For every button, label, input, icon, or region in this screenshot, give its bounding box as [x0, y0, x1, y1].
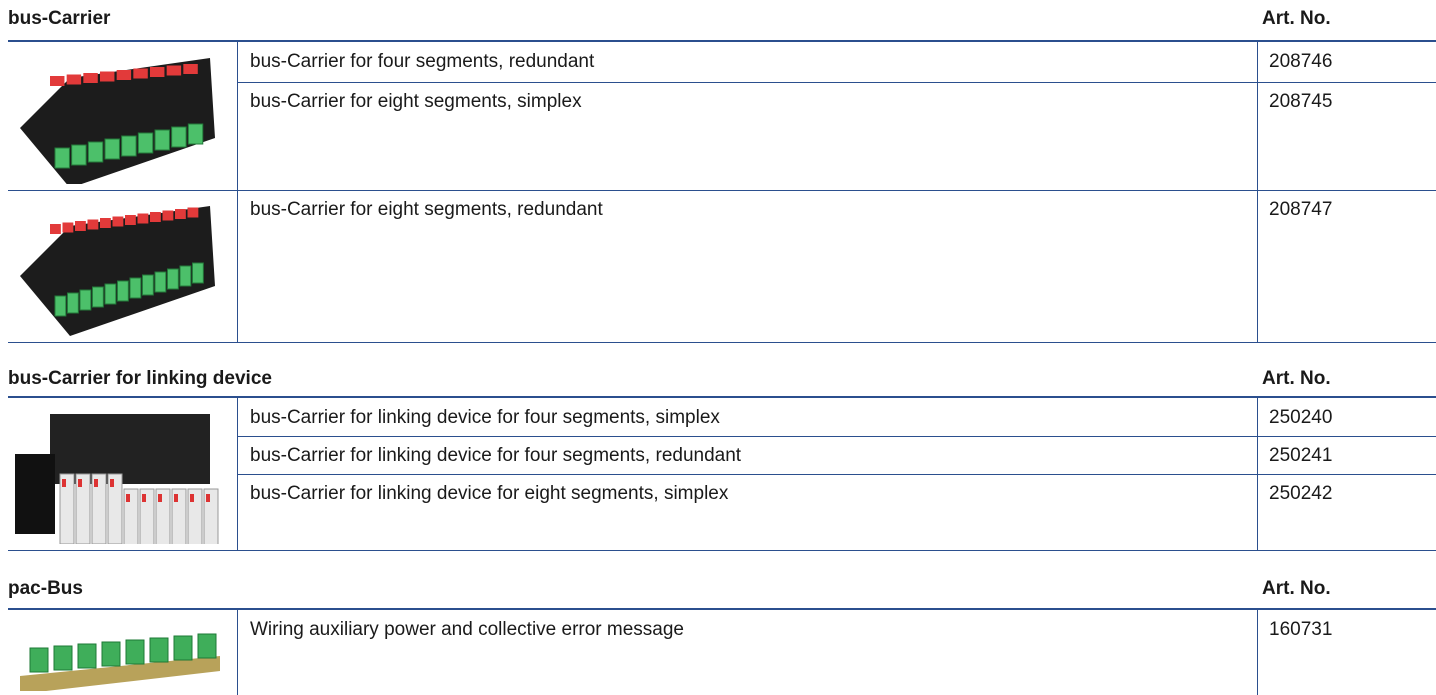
art-no-header: Art. No.	[1262, 368, 1331, 389]
product-image	[20, 206, 215, 336]
art-no-header: Art. No.	[1262, 8, 1331, 29]
description: bus-Carrier for linking device for four …	[250, 407, 720, 428]
row-divider	[237, 436, 1436, 437]
header-rule	[8, 40, 1436, 42]
section-title: pac-Bus	[8, 578, 83, 599]
col-divider	[1257, 610, 1258, 695]
art-no-header: Art. No.	[1262, 578, 1331, 599]
group-rule	[8, 190, 1436, 191]
group-rule	[8, 342, 1436, 343]
description: Wiring auxiliary power and collective er…	[250, 619, 685, 640]
col-divider	[237, 610, 238, 695]
row-divider	[237, 474, 1436, 475]
col-divider	[237, 398, 238, 550]
col-divider	[1257, 190, 1258, 342]
description: bus-Carrier for linking device for eight…	[250, 483, 729, 504]
group-rule	[8, 550, 1436, 551]
art-no: 160731	[1269, 619, 1333, 640]
header-rule	[8, 396, 1436, 398]
section-title: bus-Carrier	[8, 8, 111, 29]
description: bus-Carrier for linking device for four …	[250, 445, 742, 466]
product-image	[20, 633, 220, 691]
art-no: 208746	[1269, 51, 1333, 72]
col-divider	[1257, 398, 1258, 550]
row-divider	[237, 82, 1436, 83]
art-no: 208747	[1269, 199, 1333, 220]
col-divider	[1257, 42, 1258, 190]
art-no: 250241	[1269, 445, 1333, 466]
art-no: 208745	[1269, 91, 1333, 112]
product-image	[15, 414, 219, 544]
description: bus-Carrier for eight segments, redundan…	[250, 199, 603, 220]
col-divider	[237, 190, 238, 342]
description: bus-Carrier for four segments, redundant	[250, 51, 595, 72]
art-no: 250240	[1269, 407, 1333, 428]
section-title: bus-Carrier for linking device	[8, 368, 272, 389]
col-divider	[237, 42, 238, 190]
art-no: 250242	[1269, 483, 1333, 504]
header-rule	[8, 608, 1436, 610]
product-image	[20, 58, 215, 184]
description: bus-Carrier for eight segments, simplex	[250, 91, 582, 112]
